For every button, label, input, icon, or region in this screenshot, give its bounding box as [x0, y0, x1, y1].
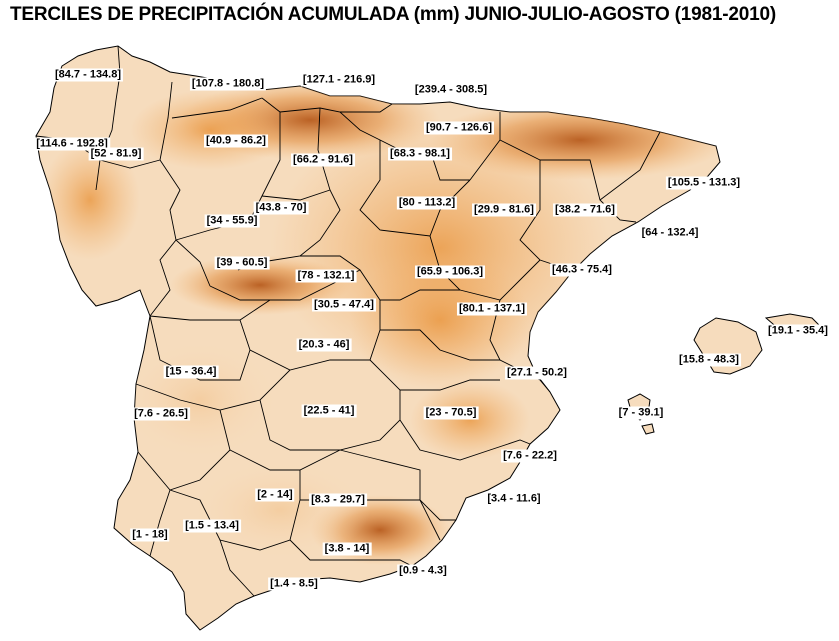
label-almeria: [0.9 - 4.3] — [397, 564, 449, 578]
label-toledo: [20.3 - 46] — [296, 338, 352, 352]
label-huelva: [1 - 18] — [130, 528, 170, 542]
label-ourense: [52 - 81.9] — [88, 147, 144, 161]
label-zaragoza: [29.9 - 81.6] — [472, 203, 536, 217]
label-asturias: [127.1 - 216.9] — [300, 73, 378, 87]
label-alicante: [7.6 - 22.2] — [501, 449, 559, 463]
label-salamanca: [39 - 60.5] — [214, 256, 270, 270]
label-guadalajara: [65.9 - 106.3] — [414, 265, 486, 279]
label-ciudad-real: [22.5 - 41] — [301, 404, 357, 418]
label-mallorca: [15.8 - 48.3] — [677, 353, 741, 367]
label-avila: [30.5 - 47.4] — [312, 298, 376, 312]
label-jaen: [8.3 - 29.7] — [309, 493, 367, 507]
label-caceres: [15 - 36.4] — [163, 365, 219, 379]
label-girona: [105.5 - 131.3] — [665, 176, 743, 190]
province-boundaries — [35, 45, 661, 597]
label-leon: [40.9 - 86.2] — [204, 134, 268, 148]
label-cordoba: [2 - 14] — [255, 488, 295, 502]
label-ibiza: [7 - 39.1] — [616, 406, 666, 420]
label-la-rioja: [68.3 - 98.1] — [388, 147, 452, 161]
label-murcia: [3.4 - 11.6] — [485, 492, 543, 506]
label-malaga-cadiz: [1.4 - 8.5] — [268, 577, 320, 591]
label-valencia: [27.1 - 50.2] — [505, 366, 569, 380]
map-title: TERCILES DE PRECIPITACIÓN ACUMULADA (mm)… — [10, 4, 776, 25]
label-castellon: [46.3 - 75.4] — [550, 263, 614, 277]
label-a-coruna: [84.7 - 134.8] — [52, 68, 124, 82]
label-barcelona-tarragona: [64 - 132.4] — [639, 226, 701, 240]
label-lugo: [107.8 - 180.8] — [189, 77, 267, 91]
label-segovia: [78 - 132.1] — [295, 269, 357, 283]
label-zamora: [34 - 55.9] — [204, 214, 260, 228]
label-pontevedra: [114.6 - 192.8] — [34, 137, 110, 151]
label-navarra: [90.7 - 126.6] — [423, 121, 495, 135]
label-soria: [80 - 113.2] — [396, 196, 458, 210]
label-granada: [3.8 - 14] — [322, 542, 372, 556]
label-sevilla: [1.5 - 13.4] — [183, 519, 241, 533]
label-menorca: [19.1 - 35.4] — [766, 324, 830, 338]
label-badajoz: [7.6 - 26.5] — [132, 407, 190, 421]
label-cuenca: [80.1 - 137.1] — [456, 302, 528, 316]
label-albacete: [23 - 70.5] — [423, 406, 479, 420]
label-palencia: [43.8 - 70] — [253, 201, 309, 215]
label-burgos: [66.2 - 91.6] — [291, 153, 355, 167]
label-cantabria: [239.4 - 308.5] — [412, 83, 490, 97]
formentera-island — [641, 423, 655, 435]
label-lleida: [38.2 - 71.6] — [553, 203, 617, 217]
